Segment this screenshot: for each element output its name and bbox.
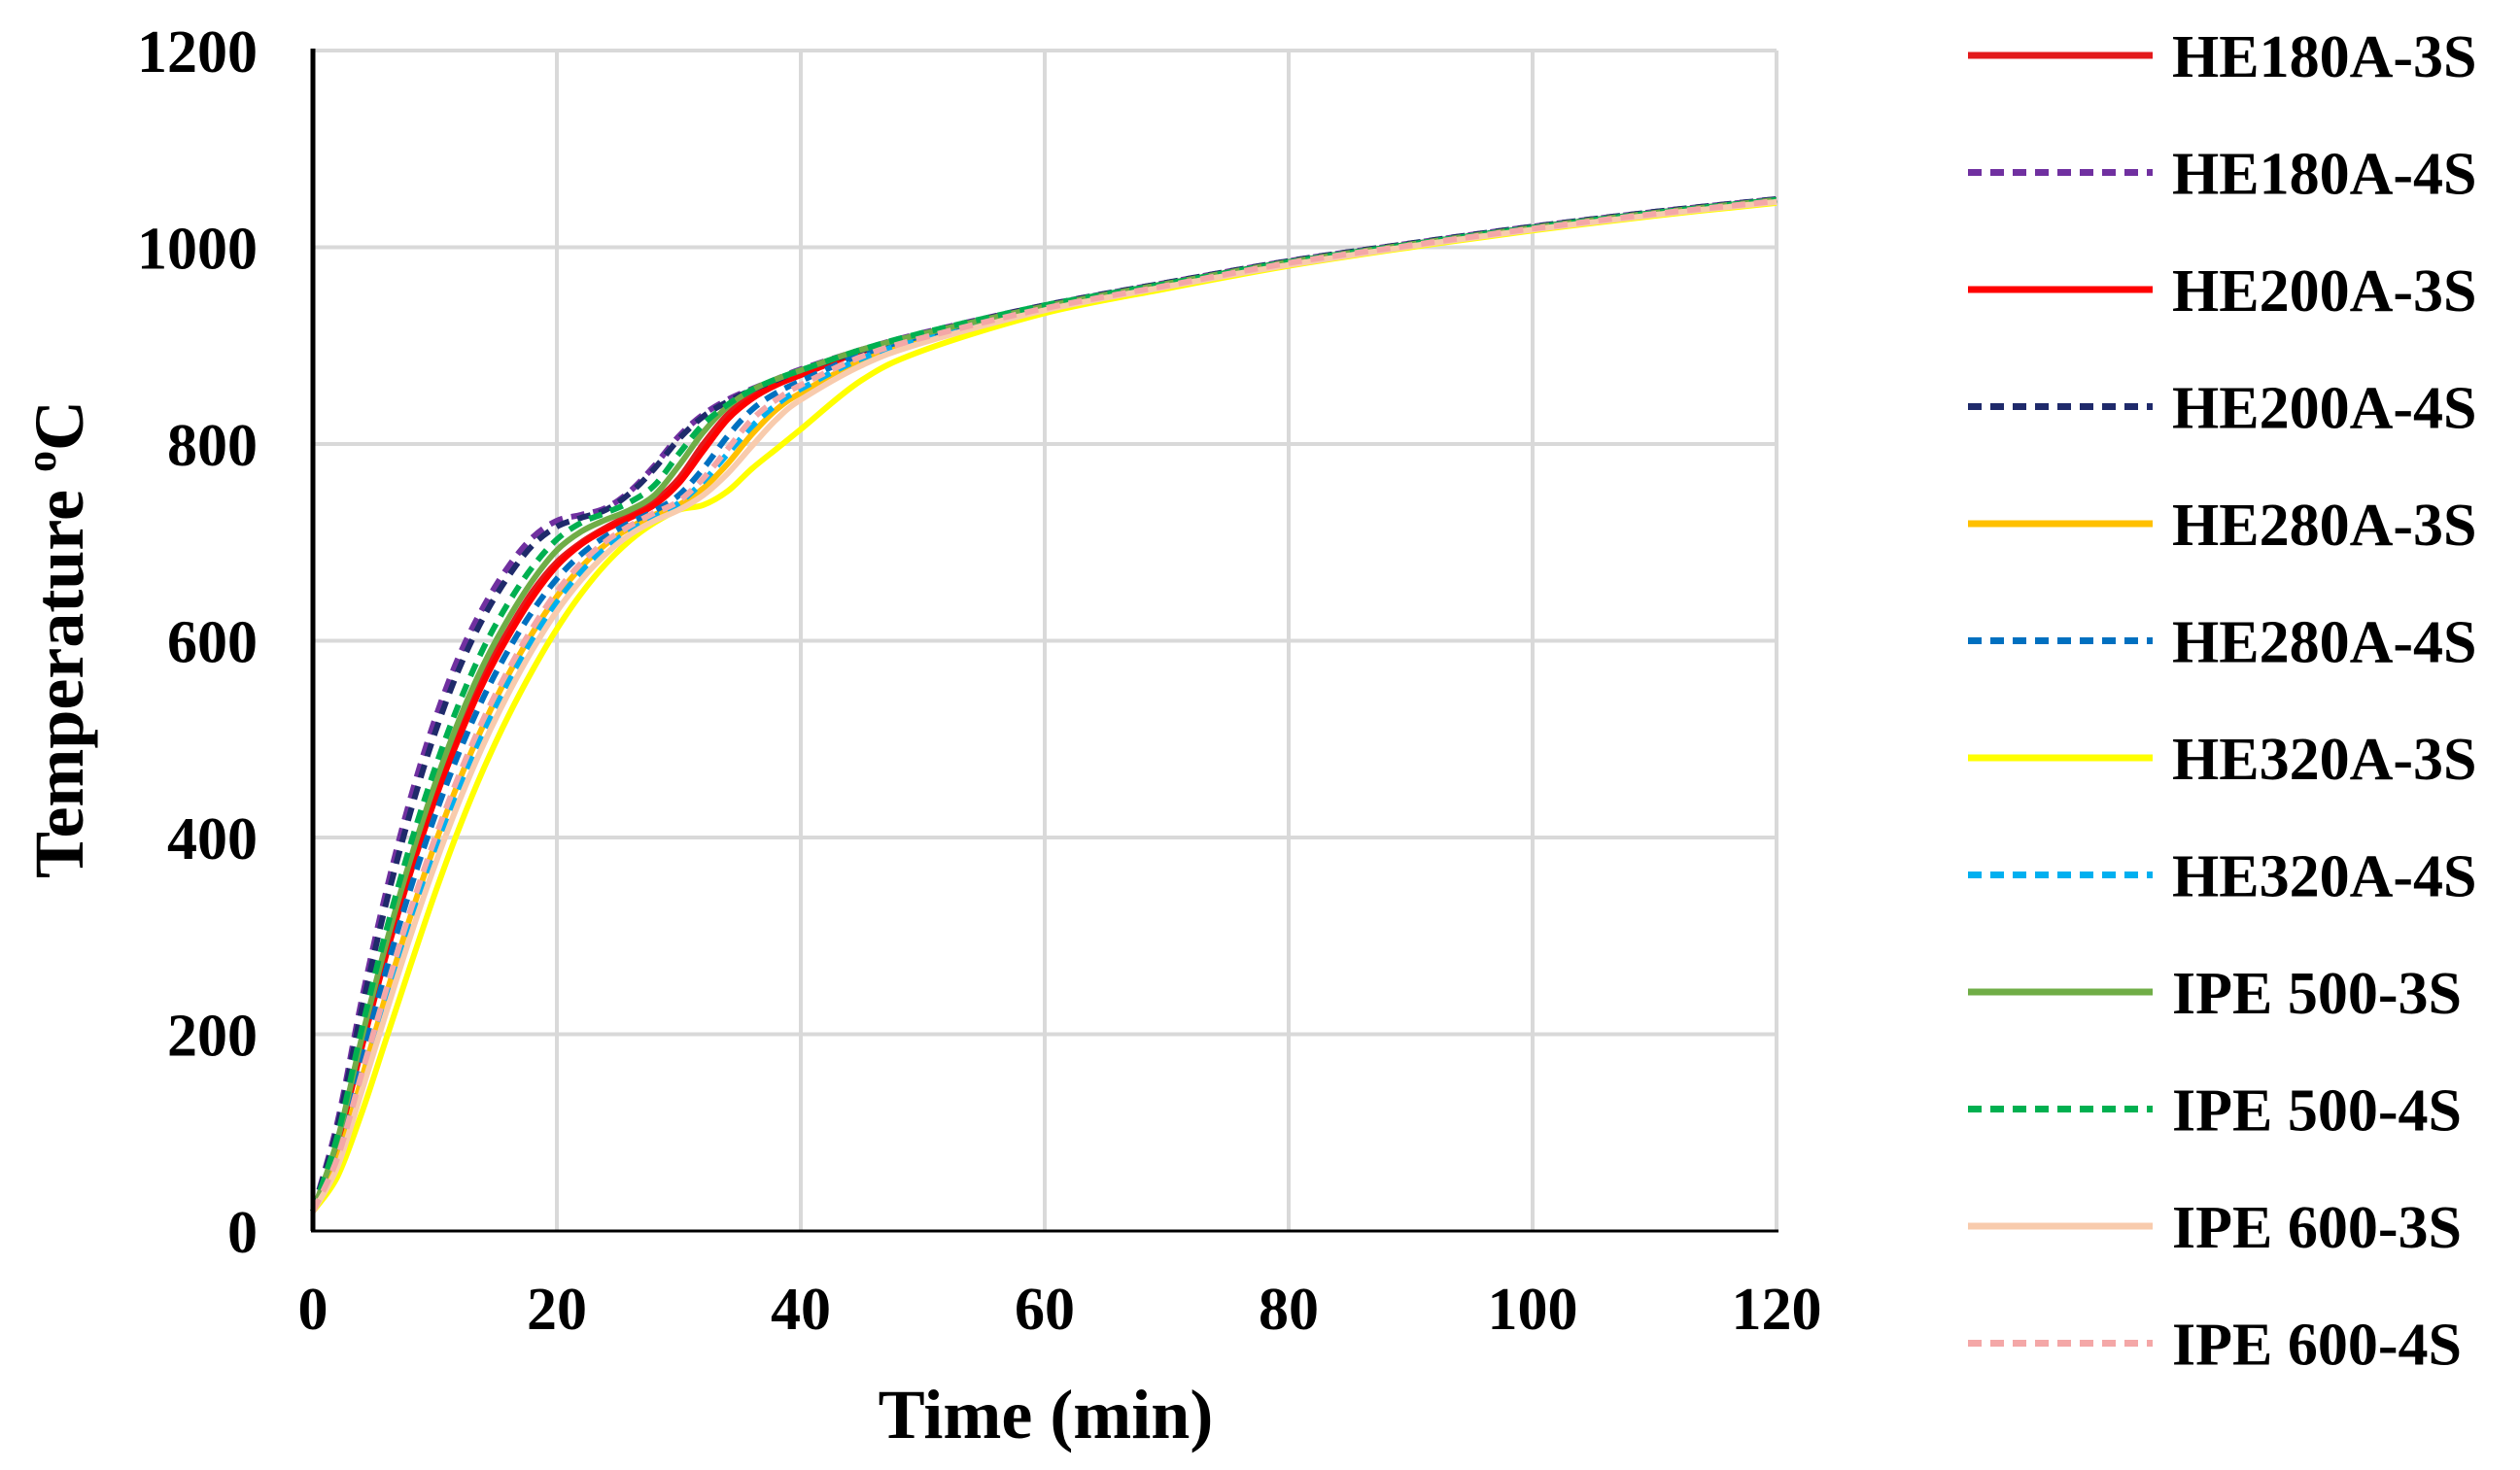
x-tick-label: 120 [1732, 1277, 1822, 1343]
x-tick-label: 0 [298, 1277, 328, 1343]
legend-label: HE180A-3S [2172, 24, 2476, 90]
legend-label: HE280A-3S [2172, 493, 2476, 559]
x-tick-label: 100 [1488, 1277, 1578, 1343]
x-tick-label: 60 [1015, 1277, 1075, 1343]
legend-label: IPE 500-3S [2172, 961, 2462, 1027]
y-axis-title-unit: C [20, 400, 98, 451]
series-line-he200a-4s [310, 195, 1778, 1213]
legend-label: HE200A-4S [2172, 376, 2476, 442]
series-line-ipe-600-4s [310, 197, 1778, 1214]
legend-label: IPE 500-4S [2172, 1078, 2462, 1145]
y-tick-label: 200 [167, 1004, 258, 1070]
x-tick-label: 20 [527, 1277, 587, 1343]
y-tick-label: 1200 [137, 19, 258, 85]
series-lines [310, 195, 1778, 1214]
x-tick-labels: 0 20 40 60 80 100 120 [298, 1277, 1822, 1343]
legend-label: HE280A-4S [2172, 610, 2476, 676]
legend-label: HE320A-4S [2172, 844, 2476, 910]
legend: HE180A-3S HE180A-4S HE200A-3S HE200A-4S HE28… [1968, 24, 2476, 1379]
y-axis-title-main: Temperature [20, 472, 98, 878]
x-axis-title: Time (min) [879, 1376, 1214, 1453]
x-tick-label: 80 [1259, 1277, 1319, 1343]
y-tick-labels: 0 200 400 600 800 1000 1200 [137, 19, 258, 1266]
x-tick-label: 40 [771, 1277, 831, 1343]
legend-label: HE180A-4S [2172, 142, 2476, 208]
y-tick-label: 0 [227, 1200, 258, 1266]
y-tick-label: 600 [167, 610, 258, 676]
y-axis-title-degree: o [17, 451, 65, 472]
legend-label: HE200A-3S [2172, 258, 2476, 325]
y-tick-label: 400 [167, 806, 258, 872]
series-line-he320a-4s [310, 197, 1778, 1214]
y-tick-label: 1000 [137, 217, 258, 283]
gridlines [313, 49, 1778, 1231]
legend-label: HE320A-3S [2172, 727, 2476, 793]
y-axis-title: Temperature oC [17, 400, 98, 878]
y-tick-label: 800 [167, 413, 258, 479]
legend-label: IPE 600-4S [2172, 1313, 2462, 1379]
legend-label: IPE 600-3S [2172, 1195, 2462, 1261]
